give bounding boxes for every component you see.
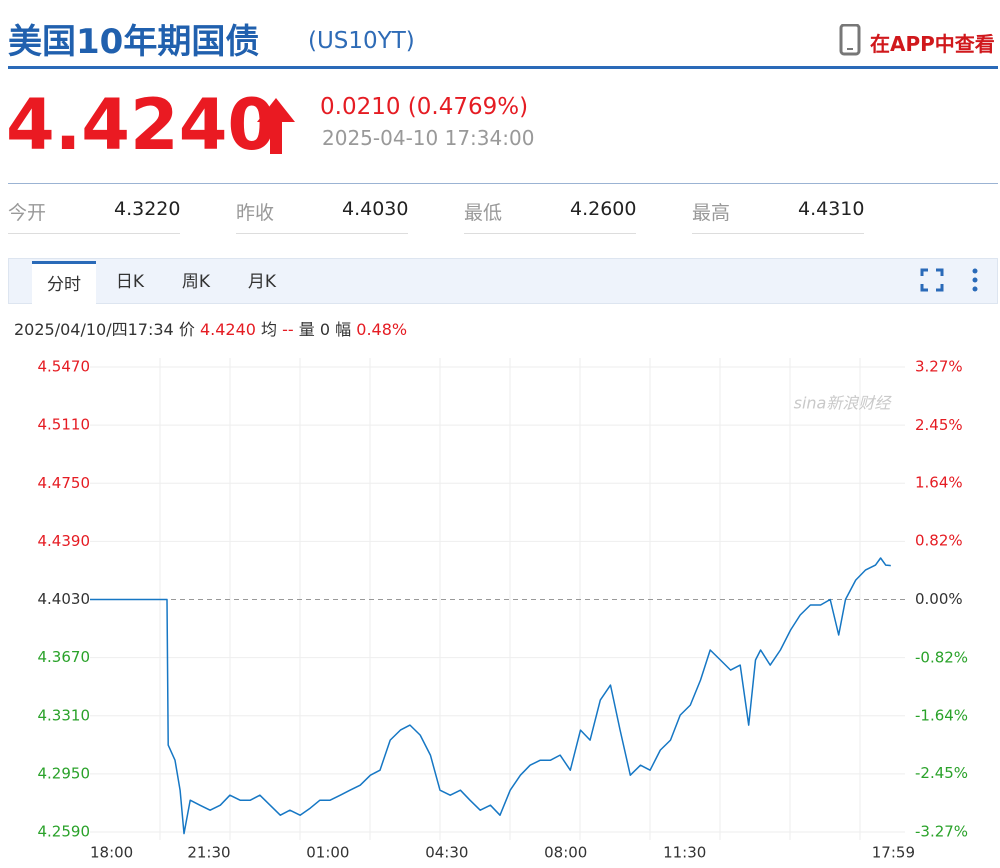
stat-value: 4.4310 xyxy=(798,198,865,220)
watermark: sina新浪财经 xyxy=(794,394,893,413)
x-tick-label: 08:00 xyxy=(544,844,587,862)
y2-tick-label: -1.64% xyxy=(915,707,968,725)
y-tick-label: 4.4750 xyxy=(38,474,91,492)
stat-value: 4.3220 xyxy=(114,198,181,220)
y2-tick-label: 0.00% xyxy=(915,590,963,608)
change: 0.0210 (0.4769%) xyxy=(320,94,529,120)
info-value: 0 xyxy=(319,320,331,339)
info-label: 量 xyxy=(298,320,315,339)
info-label: 均 xyxy=(261,320,278,339)
y-tick-label: 4.5470 xyxy=(38,358,91,376)
y2-tick-label: 2.45% xyxy=(915,416,963,434)
stat-value: 4.2600 xyxy=(570,198,637,220)
y-tick-label: 4.4030 xyxy=(38,590,91,608)
info-time: 2025/04/10/四17:34 xyxy=(14,320,174,339)
x-tick-label: 01:00 xyxy=(306,844,349,862)
stat-label: 最高 xyxy=(692,202,731,224)
stat-label: 最低 xyxy=(464,202,503,224)
header-rule xyxy=(8,66,998,69)
info-label: 幅 xyxy=(335,320,352,339)
stat-label: 今开 xyxy=(8,202,47,224)
title: 美国10年期国债 xyxy=(8,22,260,62)
info-value: 0.48% xyxy=(356,320,408,339)
info-label: 价 xyxy=(178,320,195,339)
divider xyxy=(8,183,998,184)
tab-bar xyxy=(8,258,998,304)
stat-underline xyxy=(692,233,864,234)
x-tick-label: 18:00 xyxy=(90,844,133,862)
y-tick-label: 4.3310 xyxy=(38,706,91,724)
y2-tick-label: -2.45% xyxy=(915,764,968,782)
y-tick-label: 4.2590 xyxy=(38,823,91,841)
x-tick-label: 11:30 xyxy=(663,844,706,862)
tab[interactable]: 月K xyxy=(247,272,277,292)
stat-underline xyxy=(8,233,180,234)
y2-tick-label: -3.27% xyxy=(915,823,968,841)
y-tick-label: 4.2950 xyxy=(38,764,91,782)
y2-tick-label: -0.82% xyxy=(915,648,968,666)
y2-tick-label: 3.27% xyxy=(915,358,963,376)
code: (US10YT) xyxy=(308,28,415,54)
x-tick-label: 04:30 xyxy=(425,844,468,862)
app-link[interactable]: 在APP中查看 xyxy=(870,32,995,56)
stat-value: 4.4030 xyxy=(342,198,409,220)
y-tick-label: 4.4390 xyxy=(38,532,91,550)
quote-time: 2025-04-10 17:34:00 xyxy=(322,126,535,150)
chart: sina新浪财经 4.5470 4.5110 4.4750 4.4390 4.4030 4… xyxy=(38,358,969,862)
stat-underline xyxy=(464,233,636,234)
y2-tick-label: 0.82% xyxy=(915,532,963,550)
y-tick-label: 4.5110 xyxy=(38,416,91,434)
toolbar-icons xyxy=(920,268,978,292)
stat-underline xyxy=(236,233,408,234)
stat-label: 昨收 xyxy=(236,202,275,224)
price-line xyxy=(90,557,891,835)
tab[interactable]: 周K xyxy=(181,272,211,292)
tab[interactable]: 分时 xyxy=(32,261,96,306)
info-value: -- xyxy=(282,320,294,339)
x-tick-label: 21:30 xyxy=(187,844,230,862)
phone-icon xyxy=(839,24,861,56)
info-value: 4.4240 xyxy=(199,320,256,339)
y-tick-label: 4.3670 xyxy=(38,648,91,666)
up-arrow xyxy=(257,98,295,154)
x-tick-label: 17:59 xyxy=(872,844,915,862)
y2-tick-label: 1.64% xyxy=(915,473,963,491)
price: 4.4240 xyxy=(6,84,277,166)
info-bar: 2025/04/10/四17:34 价 4.4240 均 -- 量 0 幅 0.… xyxy=(14,316,407,340)
tab[interactable]: 日K xyxy=(115,272,145,292)
